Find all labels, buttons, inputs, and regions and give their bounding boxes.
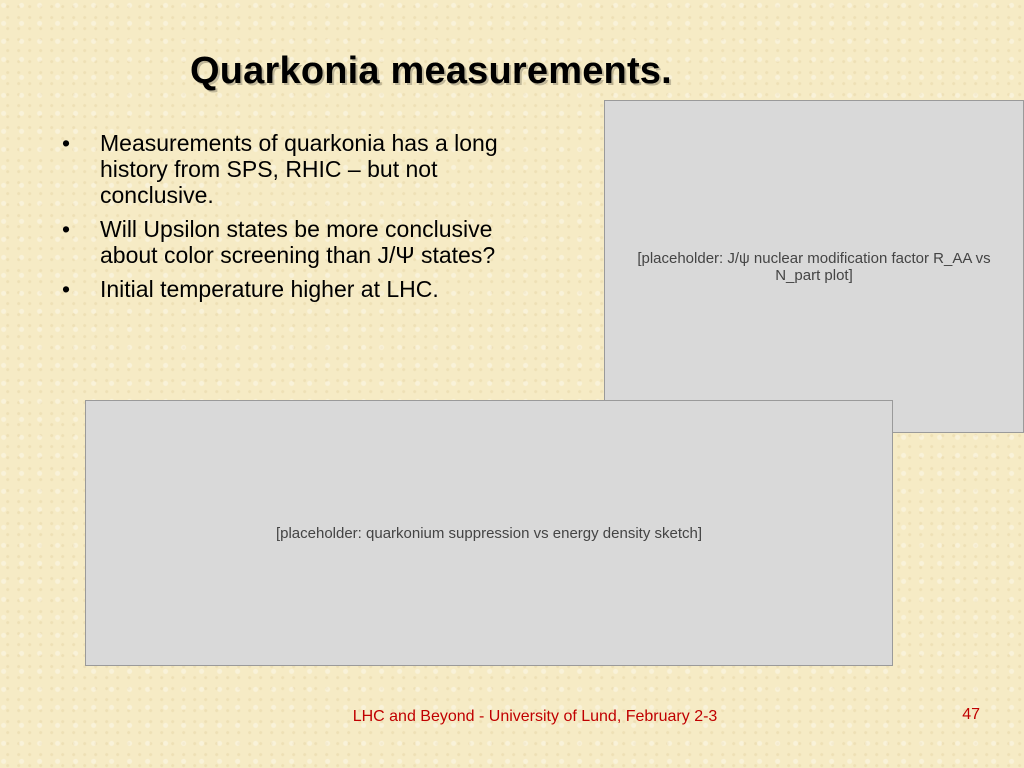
phenix-plot-placeholder: [placeholder: J/ψ nuclear modification f…	[604, 100, 1024, 433]
bullet-text: Measurements of quarkonia has a long his…	[100, 130, 498, 208]
bullet-text: Will Upsilon states be more conclusive a…	[100, 216, 496, 268]
bullet-item: • Measurements of quarkonia has a long h…	[62, 130, 542, 208]
bullet-dot: •	[62, 276, 71, 302]
slide-title: Quarkonia measurements.	[190, 50, 672, 92]
phenix-plot-placeholder-label: [placeholder: J/ψ nuclear modification f…	[637, 249, 991, 284]
page-number: 47	[962, 706, 980, 723]
bullet-text: Initial temperature higher at LHC.	[100, 276, 439, 302]
suppression-plot-placeholder-label: [placeholder: quarkonium suppression vs …	[275, 524, 703, 542]
suppression-plot-placeholder: [placeholder: quarkonium suppression vs …	[85, 400, 893, 666]
bullet-dot: •	[62, 130, 71, 156]
bullet-list: • Measurements of quarkonia has a long h…	[62, 130, 542, 310]
bullet-item: • Initial temperature higher at LHC.	[62, 276, 542, 302]
footer-text: LHC and Beyond - University of Lund, Feb…	[352, 708, 718, 725]
bullet-dot: •	[62, 216, 71, 242]
bullet-item: • Will Upsilon states be more conclusive…	[62, 216, 542, 268]
